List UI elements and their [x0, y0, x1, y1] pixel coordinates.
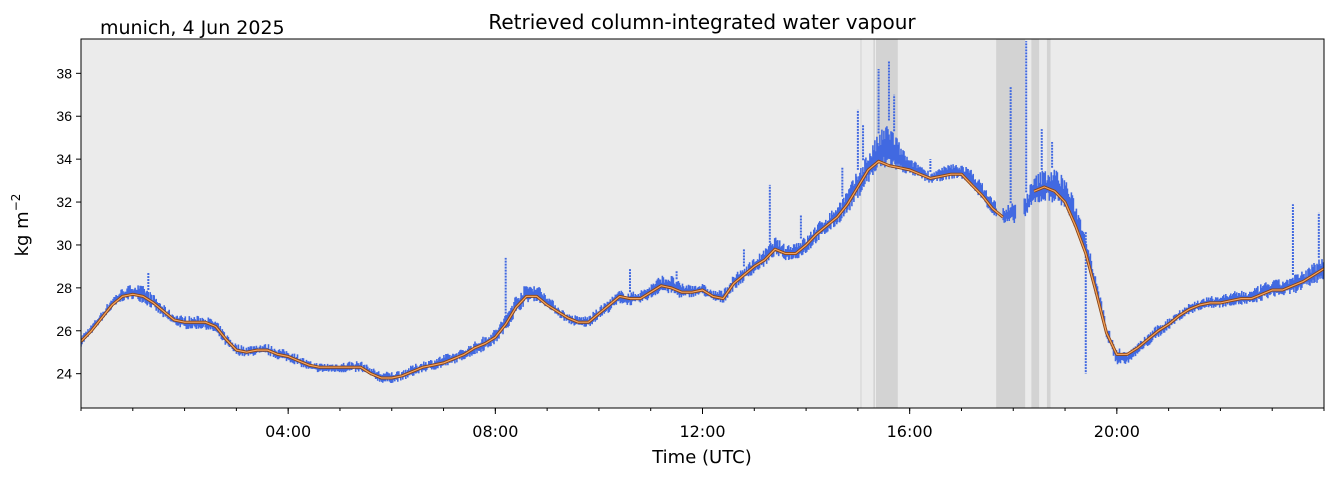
y-tick-label: 36	[56, 108, 72, 124]
x-axis-label: Time (UTC)	[651, 447, 752, 468]
plot-area	[81, 39, 1324, 408]
y-tick-label: 24	[56, 366, 72, 382]
y-tick-label: 32	[56, 194, 72, 210]
smoothed-series	[81, 159, 1324, 380]
smoothed-line	[1033, 186, 1324, 355]
y-tick-label: 28	[56, 280, 72, 296]
x-tick-label: 12:00	[679, 422, 725, 441]
x-tick-label: 08:00	[472, 422, 518, 441]
y-tick-label: 38	[56, 65, 72, 81]
x-axis: 04:00 08:00 12:00 16:00 20:00	[80, 408, 1325, 441]
y-tick-label: 34	[56, 151, 72, 167]
shaded-interval	[860, 39, 862, 408]
y-axis: 24 26 28 30 32 34 36 38	[56, 65, 81, 382]
x-tick-label: 16:00	[887, 422, 933, 441]
x-tick-label: 04:00	[265, 422, 311, 441]
smoothed-line	[81, 160, 1004, 379]
y-tick-label: 30	[56, 237, 72, 253]
smoothed-series-layer	[81, 159, 1324, 380]
chart-title: Retrieved column-integrated water vapour	[488, 10, 916, 34]
shaded-interval	[1031, 39, 1040, 408]
shaded-interval	[1046, 39, 1051, 408]
y-tick-label: 26	[56, 323, 72, 339]
station-date-label: munich, 4 Jun 2025	[100, 17, 285, 39]
y-axis-label: kg m−2	[9, 194, 33, 257]
x-tick-label: 20:00	[1094, 422, 1140, 441]
shaded-interval	[873, 39, 875, 408]
